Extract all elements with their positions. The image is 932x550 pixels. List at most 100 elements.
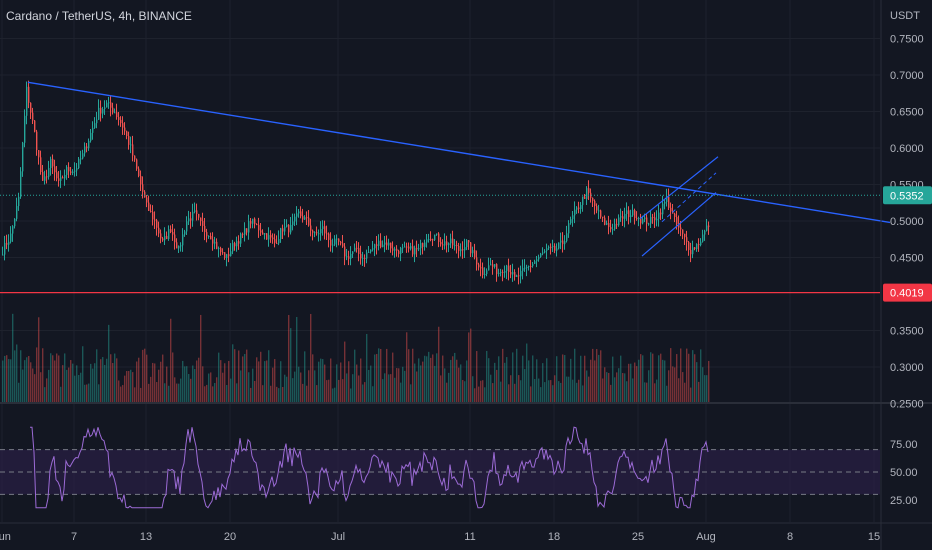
candle-body — [178, 245, 180, 249]
volume-bar — [302, 383, 304, 402]
candle-body — [540, 253, 542, 257]
candle-body — [644, 217, 646, 220]
volume-bar — [408, 349, 410, 402]
candle-body — [170, 229, 172, 232]
volume-bar — [428, 351, 430, 402]
rsi-tick-label: 50.00 — [890, 467, 918, 479]
currency-label: USDT — [890, 10, 920, 22]
candle-body — [524, 267, 526, 269]
candle-body — [26, 86, 28, 116]
candle-body — [450, 238, 452, 244]
volume-bar — [598, 354, 600, 402]
candle-body — [654, 217, 656, 221]
volume-bar — [432, 354, 434, 402]
candle-body — [276, 242, 278, 244]
candle-body — [628, 210, 630, 218]
candle-body — [622, 216, 624, 219]
volume-bar — [46, 378, 48, 402]
candle-body — [320, 229, 322, 234]
volume-bar — [164, 383, 166, 402]
candle-body — [28, 86, 30, 103]
candle-body — [500, 271, 502, 273]
volume-bar — [406, 332, 408, 402]
candle-body — [190, 218, 192, 221]
candle-body — [546, 248, 548, 251]
volume-bar — [280, 361, 282, 402]
volume-bar — [134, 387, 136, 402]
candle-body — [502, 271, 504, 273]
volume-bar — [272, 367, 274, 402]
candle-body — [304, 217, 306, 220]
candle-body — [660, 212, 662, 215]
candle-body — [604, 217, 606, 225]
volume-bar — [56, 353, 58, 402]
candle-body — [562, 240, 564, 245]
descending-trendline[interactable] — [27, 81, 891, 224]
candle-body — [456, 245, 458, 247]
candle-body — [360, 254, 362, 259]
time-tick-label: 13 — [140, 531, 152, 543]
candle-body — [694, 247, 696, 249]
volume-bar — [178, 383, 180, 402]
candle-body — [564, 241, 566, 245]
volume-bar — [254, 380, 256, 402]
channel-upper-line[interactable] — [639, 156, 719, 220]
volume-bar — [40, 372, 42, 402]
candle-body — [472, 250, 474, 254]
candle-body — [306, 217, 308, 219]
volume-bar — [468, 332, 470, 402]
candle-body — [286, 224, 288, 227]
volume-bar — [240, 370, 242, 402]
candle-body — [642, 219, 644, 224]
candle-body — [636, 218, 638, 220]
volume-bar — [330, 358, 332, 402]
volume-bar — [266, 360, 268, 402]
volume-bar — [124, 375, 126, 402]
candle-body — [640, 218, 642, 224]
volume-bar — [386, 348, 388, 402]
time-tick-label: 18 — [548, 531, 560, 543]
candle-body — [116, 112, 118, 118]
candle-body — [106, 102, 108, 108]
volume-bar — [122, 385, 124, 402]
candle-body — [536, 259, 538, 262]
volume-bar — [26, 357, 28, 402]
candle-body — [20, 171, 22, 197]
candle-body — [650, 217, 652, 224]
volume-bar — [256, 357, 258, 402]
candle-body — [80, 158, 82, 160]
channel-lower-line[interactable] — [641, 192, 717, 257]
volume-bar — [454, 352, 456, 402]
candle-body — [600, 210, 602, 217]
channel-mid-line[interactable] — [661, 172, 717, 223]
volume-bar — [550, 380, 552, 402]
candle-body — [86, 146, 88, 149]
rsi-band — [0, 449, 880, 495]
candle-body — [148, 202, 150, 211]
volume-bar — [78, 374, 80, 402]
candle-body — [692, 247, 694, 255]
candle-body — [308, 217, 310, 226]
candle-body — [594, 200, 596, 207]
volume-bar — [446, 382, 448, 402]
candle-body — [104, 107, 106, 110]
volume-bar — [214, 383, 216, 402]
volume-bar — [202, 366, 204, 402]
candle-body — [212, 239, 214, 244]
candle-body — [214, 241, 216, 244]
volume-bar — [680, 348, 682, 402]
volume-bar — [656, 379, 658, 402]
drawing-tools[interactable] — [0, 81, 891, 294]
volume-bar — [326, 380, 328, 402]
candle-body — [638, 218, 640, 220]
volume-bar — [132, 372, 134, 402]
candle-body — [532, 263, 534, 267]
candle-body — [298, 211, 300, 214]
candle-body — [124, 127, 126, 132]
candle-body — [284, 226, 286, 232]
volume-bar — [698, 381, 700, 402]
candle-body — [144, 191, 146, 198]
volume-bar — [204, 386, 206, 402]
